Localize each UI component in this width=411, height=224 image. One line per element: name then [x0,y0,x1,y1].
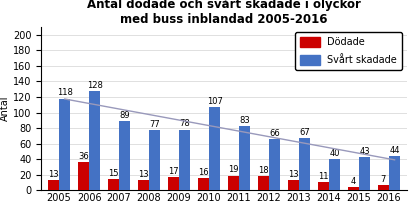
Bar [149,130,160,190]
Text: 77: 77 [149,120,160,129]
Text: 4: 4 [351,177,356,186]
Text: 13: 13 [138,170,149,179]
Bar [48,180,59,190]
Text: 107: 107 [207,97,223,106]
Text: 18: 18 [258,166,268,175]
Bar [329,159,340,190]
Text: 89: 89 [120,111,130,120]
Bar [318,182,329,190]
Bar [359,157,370,190]
Bar [59,99,70,190]
Bar [269,139,280,190]
Text: 16: 16 [198,168,209,177]
Text: 44: 44 [389,146,400,155]
Text: 128: 128 [87,81,103,90]
Bar [348,187,359,190]
Text: 36: 36 [78,152,89,161]
Text: 17: 17 [168,167,179,176]
Y-axis label: Antal: Antal [0,96,10,121]
Text: 43: 43 [359,147,370,156]
Bar [89,91,100,190]
Bar [108,179,119,190]
Bar [119,121,130,190]
Text: 66: 66 [269,129,280,138]
Text: 7: 7 [381,175,386,184]
Bar [389,156,400,190]
Bar [209,107,220,190]
Text: 78: 78 [179,119,190,129]
Text: 19: 19 [228,166,238,174]
Bar [288,180,299,190]
Bar [378,185,389,190]
Text: 13: 13 [48,170,59,179]
Bar [78,162,89,190]
Bar [258,176,269,190]
Bar [138,180,149,190]
Text: 67: 67 [299,128,310,137]
Bar [168,177,179,190]
Text: 11: 11 [318,172,328,181]
Bar [228,176,239,190]
Text: 83: 83 [239,116,250,125]
Text: 40: 40 [329,149,340,158]
Bar [179,130,190,190]
Title: Antal dödade och svårt skadade i olyckor
med buss inblandad 2005-2016: Antal dödade och svårt skadade i olyckor… [87,0,361,26]
Legend: Dödade, Svårt skadade: Dödade, Svårt skadade [296,32,402,70]
Text: 15: 15 [108,168,119,178]
Text: 13: 13 [288,170,298,179]
Bar [198,178,209,190]
Bar [239,126,250,190]
Text: 118: 118 [57,88,73,97]
Bar [299,138,310,190]
